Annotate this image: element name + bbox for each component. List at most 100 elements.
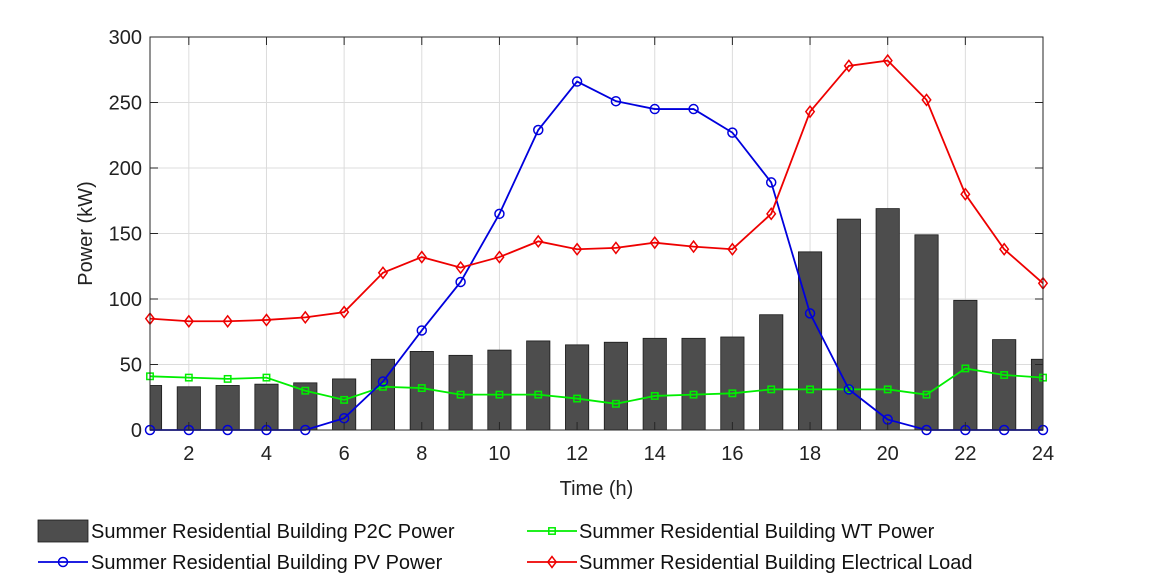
legend-marker — [546, 555, 558, 569]
data-point — [416, 325, 428, 336]
data-point — [728, 389, 737, 398]
data-point — [650, 391, 659, 400]
data-point — [766, 207, 777, 221]
data-point — [610, 241, 622, 255]
legend: Summer Residential Building P2C Power Sum… — [37, 519, 973, 574]
data-point — [377, 266, 389, 280]
bar — [370, 358, 396, 430]
y-tick-label: 250 — [109, 93, 142, 115]
x-tick-label: 16 — [721, 443, 743, 465]
data-point — [300, 310, 311, 325]
data-point — [611, 399, 620, 408]
y-tick-label: 50 — [120, 355, 142, 377]
data-point — [494, 250, 505, 264]
data-point — [416, 250, 427, 264]
x-tick-label: 8 — [416, 443, 427, 465]
data-point — [765, 177, 777, 188]
data-point — [688, 239, 699, 254]
data-point — [844, 385, 853, 394]
legend-marker — [57, 556, 69, 568]
data-point — [533, 234, 544, 249]
data-point — [806, 385, 814, 394]
data-point — [843, 59, 855, 73]
x-tick-label: 12 — [566, 443, 588, 465]
data-point — [379, 382, 387, 391]
x-tick-label: 10 — [488, 443, 510, 465]
bar-series — [150, 208, 1043, 430]
bar — [150, 385, 163, 430]
legend-label: Summer Residential Building P2C Power — [91, 521, 455, 543]
data-point — [455, 260, 466, 275]
legend-entry: Summer Residential Building P2C Power — [37, 519, 455, 543]
data-point — [689, 390, 698, 399]
bar — [720, 336, 745, 430]
data-point — [688, 103, 699, 115]
bar — [487, 349, 512, 430]
bar — [642, 337, 667, 430]
data-point — [571, 242, 583, 256]
y-tick-label: 0 — [131, 420, 142, 442]
bar — [759, 314, 784, 430]
x-tick-label: 4 — [261, 443, 272, 465]
bar — [875, 208, 900, 430]
bar — [565, 344, 590, 430]
data-point — [261, 313, 272, 327]
legend-label: Summer Residential Building Electrical L… — [579, 552, 973, 574]
data-point — [301, 386, 310, 395]
data-point — [377, 376, 389, 387]
x-axis-label: Time (h) — [560, 478, 634, 500]
legend-entry: Summer Residential Building PV Power — [38, 552, 443, 574]
data-point — [767, 385, 776, 394]
bar — [797, 251, 823, 430]
data-point — [882, 53, 893, 68]
bar — [992, 339, 1017, 430]
data-point — [534, 390, 543, 399]
data-point — [649, 235, 660, 250]
data-point — [804, 308, 816, 319]
data-point — [338, 305, 350, 319]
data-point — [727, 242, 738, 256]
data-point — [610, 95, 622, 107]
data-point — [222, 314, 233, 328]
data-point — [417, 384, 426, 393]
data-point — [727, 127, 738, 138]
data-point — [571, 76, 583, 87]
bar — [914, 234, 939, 430]
y-tick-label: 300 — [109, 27, 142, 49]
bar — [836, 218, 861, 430]
y-tick-label: 200 — [109, 158, 142, 180]
data-point — [961, 364, 970, 373]
data-point — [455, 276, 466, 288]
x-tick-label: 20 — [877, 443, 899, 465]
legend-label: Summer Residential Building PV Power — [91, 552, 443, 574]
legend-entry: Summer Residential Building Electrical L… — [527, 552, 973, 574]
data-point — [184, 373, 193, 382]
data-point — [960, 187, 971, 201]
x-tick-label: 14 — [644, 443, 666, 465]
bar — [215, 385, 240, 430]
data-point — [494, 208, 505, 220]
data-point — [495, 390, 504, 399]
data-point — [533, 124, 544, 136]
series-line — [149, 367, 1044, 405]
x-tick-label: 24 — [1032, 443, 1054, 465]
data-point — [183, 314, 194, 328]
data-point — [573, 394, 582, 403]
bar — [526, 340, 551, 430]
data-point — [804, 104, 816, 119]
legend-label: Summer Residential Building WT Power — [579, 521, 935, 543]
data-point — [649, 103, 660, 115]
bar — [332, 378, 357, 430]
data-point — [340, 395, 349, 404]
data-point — [223, 374, 232, 383]
data-point — [922, 390, 931, 399]
data-point — [1000, 371, 1009, 379]
data-point — [999, 242, 1010, 256]
bar — [681, 337, 706, 430]
legend-swatch — [37, 519, 89, 543]
series-line — [149, 59, 1044, 323]
x-tick-label: 18 — [799, 443, 821, 465]
y-tick-label: 100 — [109, 289, 142, 311]
